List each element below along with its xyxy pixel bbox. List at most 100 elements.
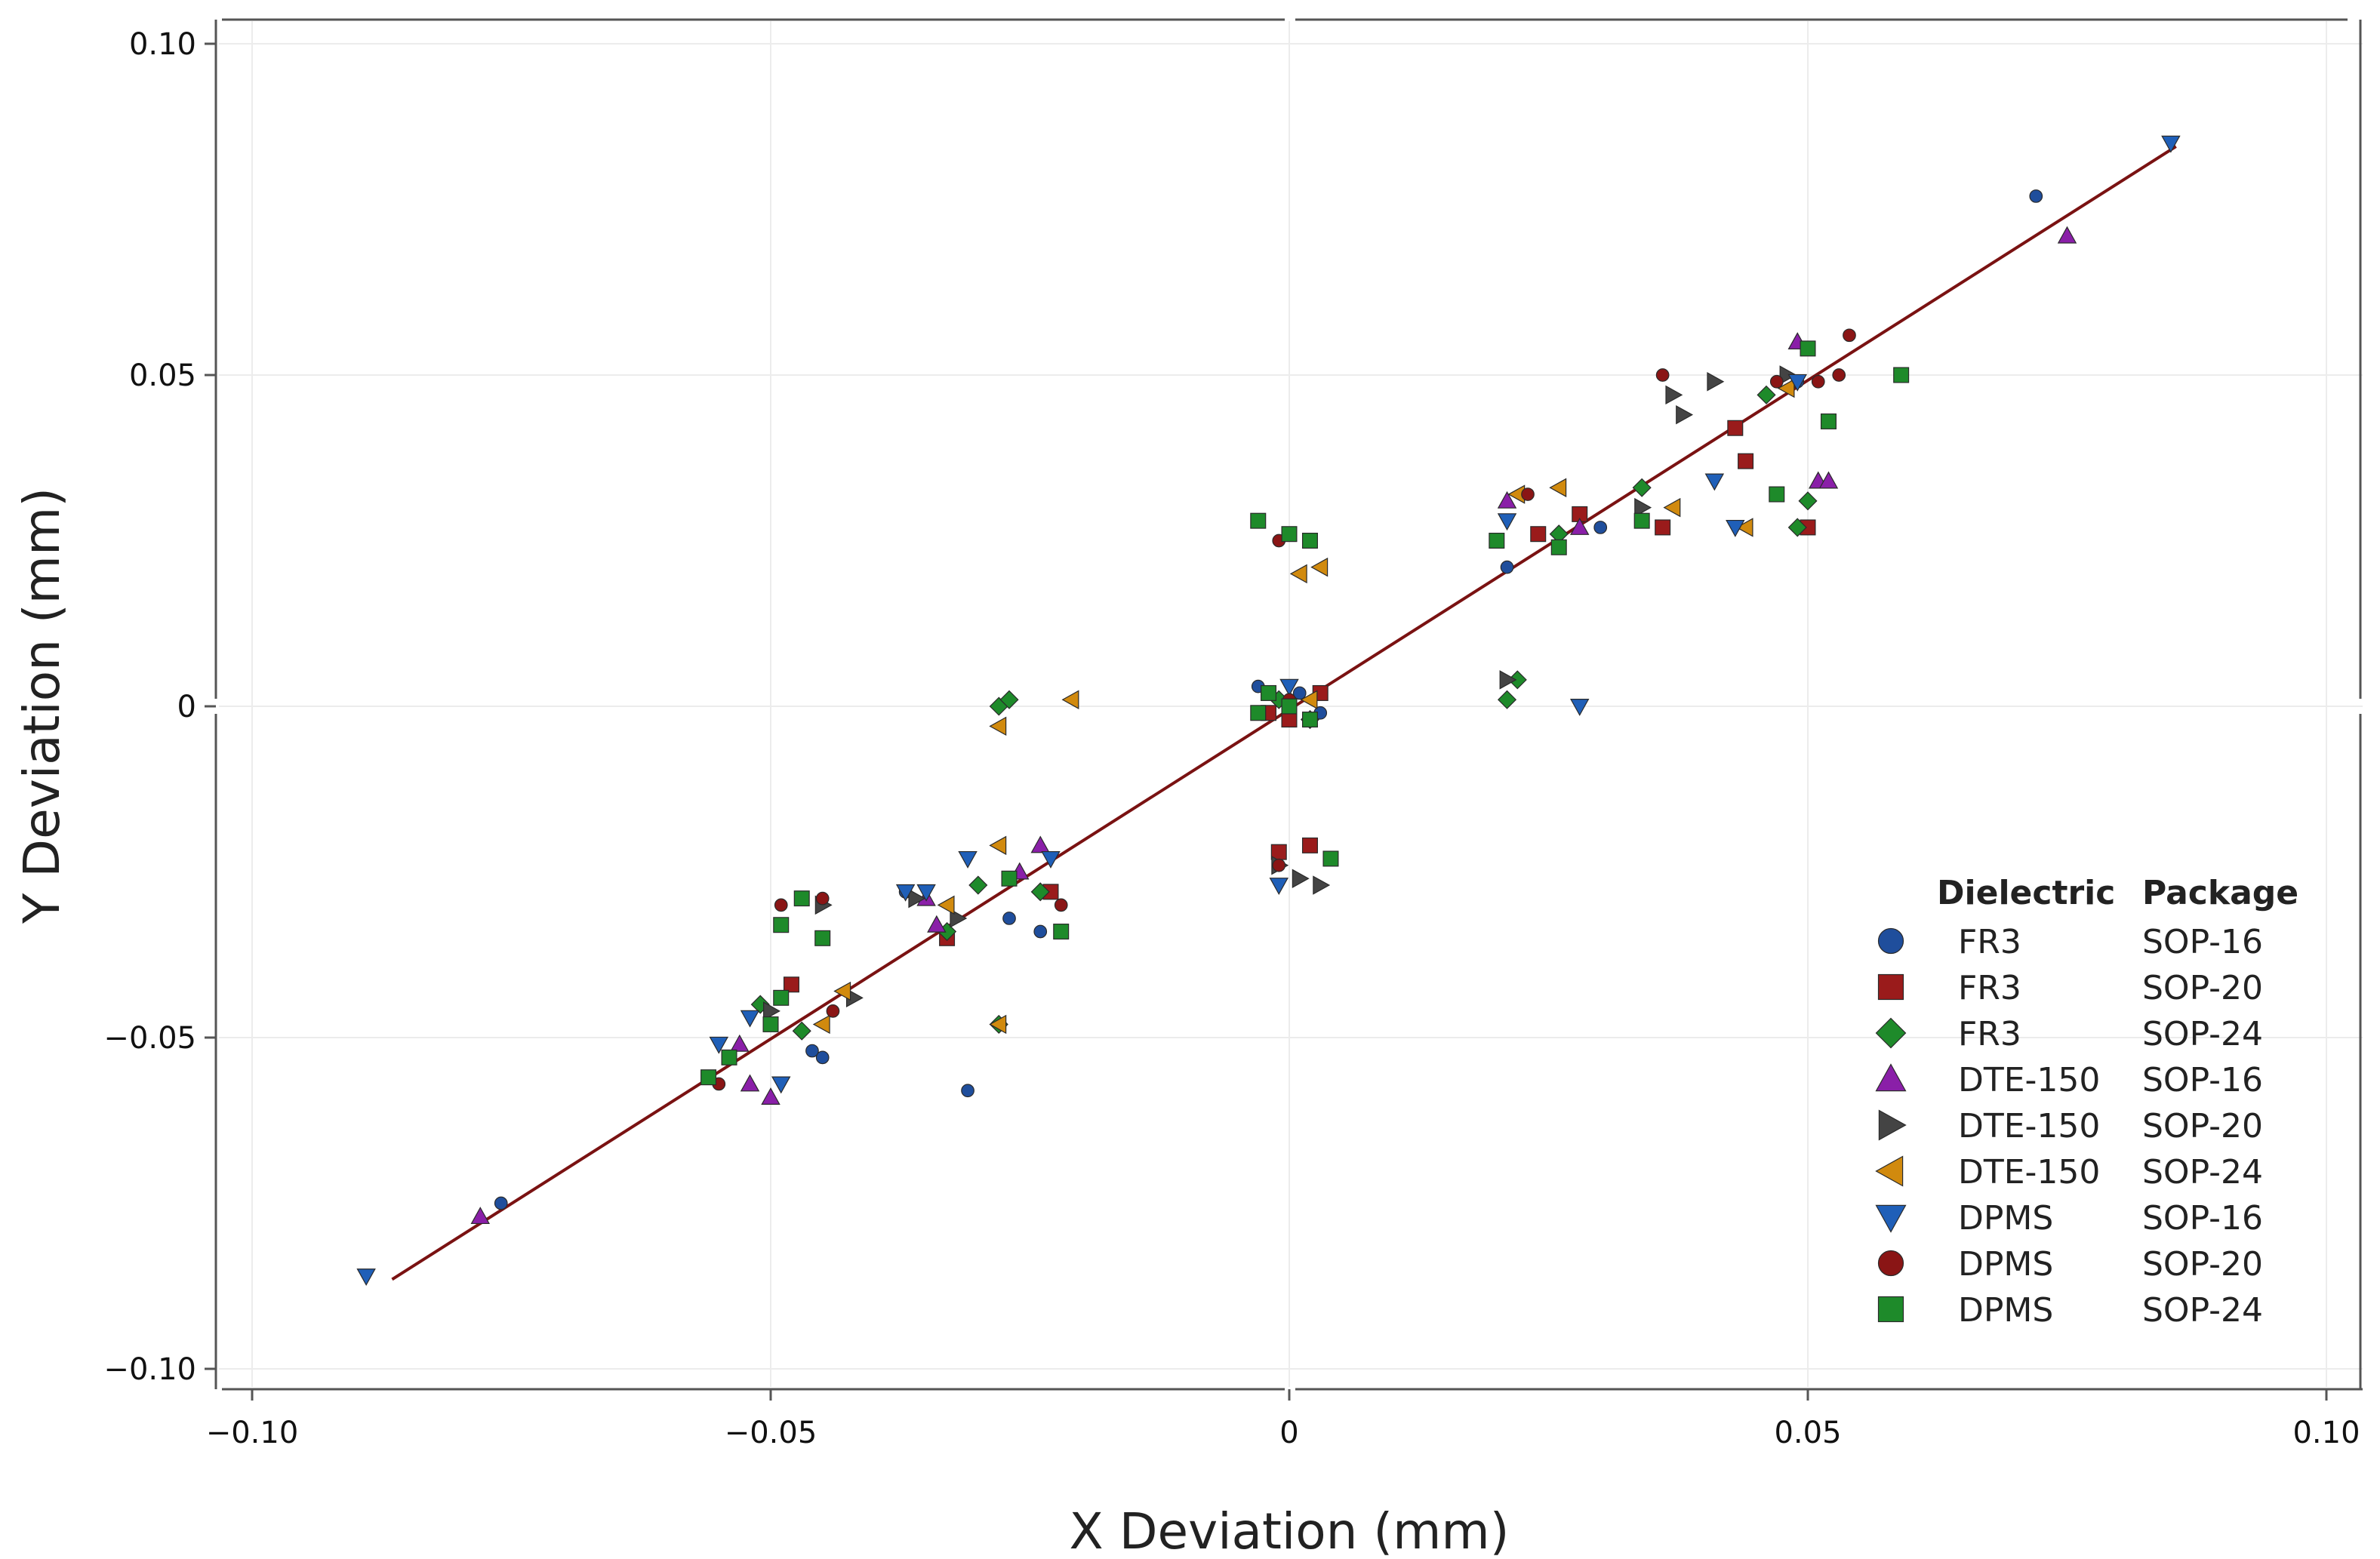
axis-layer: −0.10 −0.05 0 0.05 0.10 −0.10 −0.05 0 0.05 0.10 <box>103 18 2363 1450</box>
legend-header-dielectric: Dielectric <box>1937 874 2115 912</box>
data-point <box>1281 698 1298 715</box>
data-point <box>740 1074 760 1092</box>
data-point <box>958 850 978 869</box>
legend-package-label: SOP-24 <box>2142 1291 2263 1330</box>
data-point <box>1676 404 1694 425</box>
legend-dielectric-label: DTE-150 <box>1958 1107 2100 1145</box>
x-tick-label: 0.05 <box>1774 1416 1841 1450</box>
data-point <box>1281 712 1298 728</box>
legend: Dielectric Package FR3 SOP-16 FR3 SOP-20 FR3… <box>1875 874 2298 1330</box>
data-point <box>494 1196 508 1210</box>
data-point <box>895 884 916 902</box>
data-point <box>1033 924 1048 939</box>
data-point <box>989 835 1007 856</box>
data-point <box>961 1084 974 1098</box>
data-point <box>1310 557 1329 577</box>
data-point <box>1497 690 1517 709</box>
legend-package-label: SOP-20 <box>2142 969 2263 1007</box>
data-point <box>1570 699 1590 716</box>
data-point <box>937 895 955 915</box>
data-point <box>1300 690 1318 709</box>
legend-marker <box>1877 973 1904 1001</box>
data-point <box>1727 420 1744 436</box>
data-point <box>1811 374 1825 389</box>
legend-marker <box>1875 1063 1907 1092</box>
data-point <box>2057 226 2077 244</box>
data-point <box>814 930 831 946</box>
data-point <box>773 917 790 933</box>
data-point <box>773 989 790 1006</box>
legend-package-label: SOP-20 <box>2142 1107 2263 1145</box>
data-point <box>989 1014 1007 1035</box>
data-point <box>740 1010 760 1028</box>
legend-package-label: SOP-24 <box>2142 1153 2263 1192</box>
legend-marker <box>1877 1296 1904 1323</box>
legend-dielectric-label: DPMS <box>1958 1199 2053 1238</box>
x-tick-label: −0.05 <box>725 1416 817 1450</box>
series-dpms-sop-24 <box>700 340 1910 1086</box>
data-point <box>1787 374 1807 392</box>
data-point <box>700 1069 717 1086</box>
data-point <box>1301 712 1318 728</box>
x-tick-label: 0 <box>1279 1416 1298 1450</box>
series-fr3-sop-20 <box>783 420 1816 993</box>
data-point <box>1507 670 1527 690</box>
y-axis-title: Y Deviation (mm) <box>13 487 71 924</box>
data-point <box>1030 835 1050 853</box>
data-point <box>1707 372 1725 392</box>
data-point <box>1663 497 1681 518</box>
data-point <box>1250 512 1267 529</box>
data-point <box>763 1001 781 1021</box>
data-point <box>1655 368 1670 382</box>
legend-header-package: Package <box>2142 874 2298 912</box>
data-point <box>989 716 1007 736</box>
data-point <box>833 981 851 1001</box>
points-layer <box>356 135 2181 1287</box>
data-point <box>927 915 947 933</box>
x-tick-label: 0.10 <box>2292 1416 2360 1450</box>
legend-marker <box>1877 1250 1904 1277</box>
y-tick-label: 0 <box>177 690 196 724</box>
data-point <box>812 1014 830 1035</box>
data-point <box>771 1076 791 1094</box>
x-axis-title: X Deviation (mm) <box>1070 1502 1510 1559</box>
legend-marker <box>1875 1204 1907 1233</box>
data-point <box>792 1021 811 1041</box>
data-point <box>1002 912 1016 925</box>
data-point <box>1301 837 1318 853</box>
data-point <box>1272 858 1286 872</box>
data-point <box>356 1268 376 1287</box>
data-point <box>762 1016 779 1032</box>
data-point <box>1593 521 1608 534</box>
data-point <box>1030 882 1050 902</box>
legend-marker <box>1875 1017 1907 1049</box>
data-point <box>1497 490 1517 509</box>
data-point <box>805 1044 819 1058</box>
data-point <box>1570 518 1590 535</box>
data-point <box>783 976 799 993</box>
data-point <box>1779 365 1797 385</box>
data-point <box>1292 869 1310 888</box>
legend-dielectric-label: DPMS <box>1958 1245 2053 1284</box>
data-point <box>1832 368 1846 382</box>
series-dpms-sop-16 <box>356 135 2181 1287</box>
data-point <box>1550 539 1567 555</box>
data-point <box>761 1087 781 1105</box>
data-point <box>1820 413 1837 429</box>
data-point <box>1787 518 1807 537</box>
data-point <box>1497 513 1517 531</box>
data-point <box>999 690 1019 709</box>
data-point <box>2029 189 2043 203</box>
data-point <box>1500 560 1514 574</box>
data-point <box>1665 385 1683 405</box>
data-point <box>1549 478 1567 497</box>
data-point <box>1250 705 1267 721</box>
data-point <box>730 1034 750 1052</box>
data-point <box>1893 367 1910 383</box>
data-point <box>1769 486 1785 503</box>
legend-package-label: SOP-16 <box>2142 923 2263 961</box>
data-point <box>1632 478 1652 497</box>
data-point <box>916 884 936 902</box>
data-point <box>1279 678 1299 696</box>
